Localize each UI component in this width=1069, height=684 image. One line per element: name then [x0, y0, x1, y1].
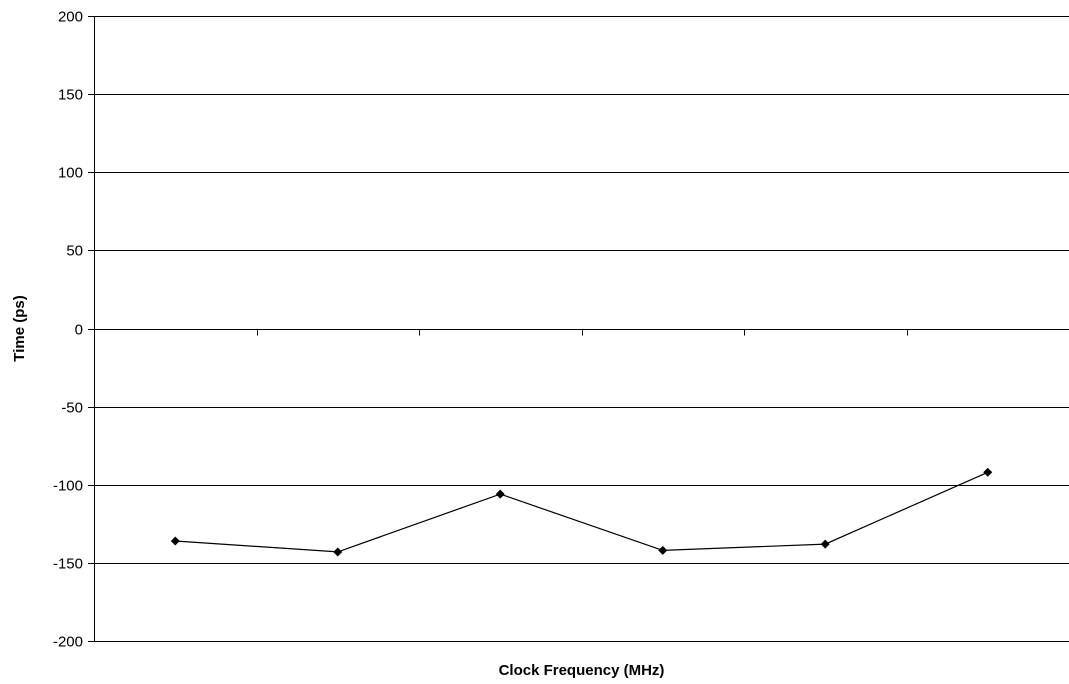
data-point [983, 467, 993, 477]
y-tick-label: 200 [58, 9, 83, 26]
data-point [820, 539, 830, 549]
y-tick-labels: 200 150 100 50 0 -50 -100 -150 -200 [53, 9, 83, 651]
y-tick-label: -100 [53, 478, 83, 495]
y-tick-label: -150 [53, 556, 83, 573]
data-point [658, 545, 668, 555]
data-point [333, 547, 343, 557]
series-layer [170, 467, 993, 557]
y-tick-label: 50 [66, 243, 83, 260]
y-tick-label: -200 [53, 634, 83, 651]
x-axis-title: Clock Frequency (MHz) [499, 662, 665, 679]
y-tick-label: 150 [58, 87, 83, 104]
axes [88, 16, 908, 642]
y-tick-label: -50 [61, 400, 83, 417]
y-axis-title: Time (ps) [11, 295, 28, 361]
y-tick-label: 100 [58, 165, 83, 182]
gridlines [94, 16, 1069, 642]
data-point [495, 489, 505, 499]
series-line [175, 471, 989, 553]
data-point [170, 536, 180, 546]
y-tick-label: 0 [75, 322, 83, 339]
